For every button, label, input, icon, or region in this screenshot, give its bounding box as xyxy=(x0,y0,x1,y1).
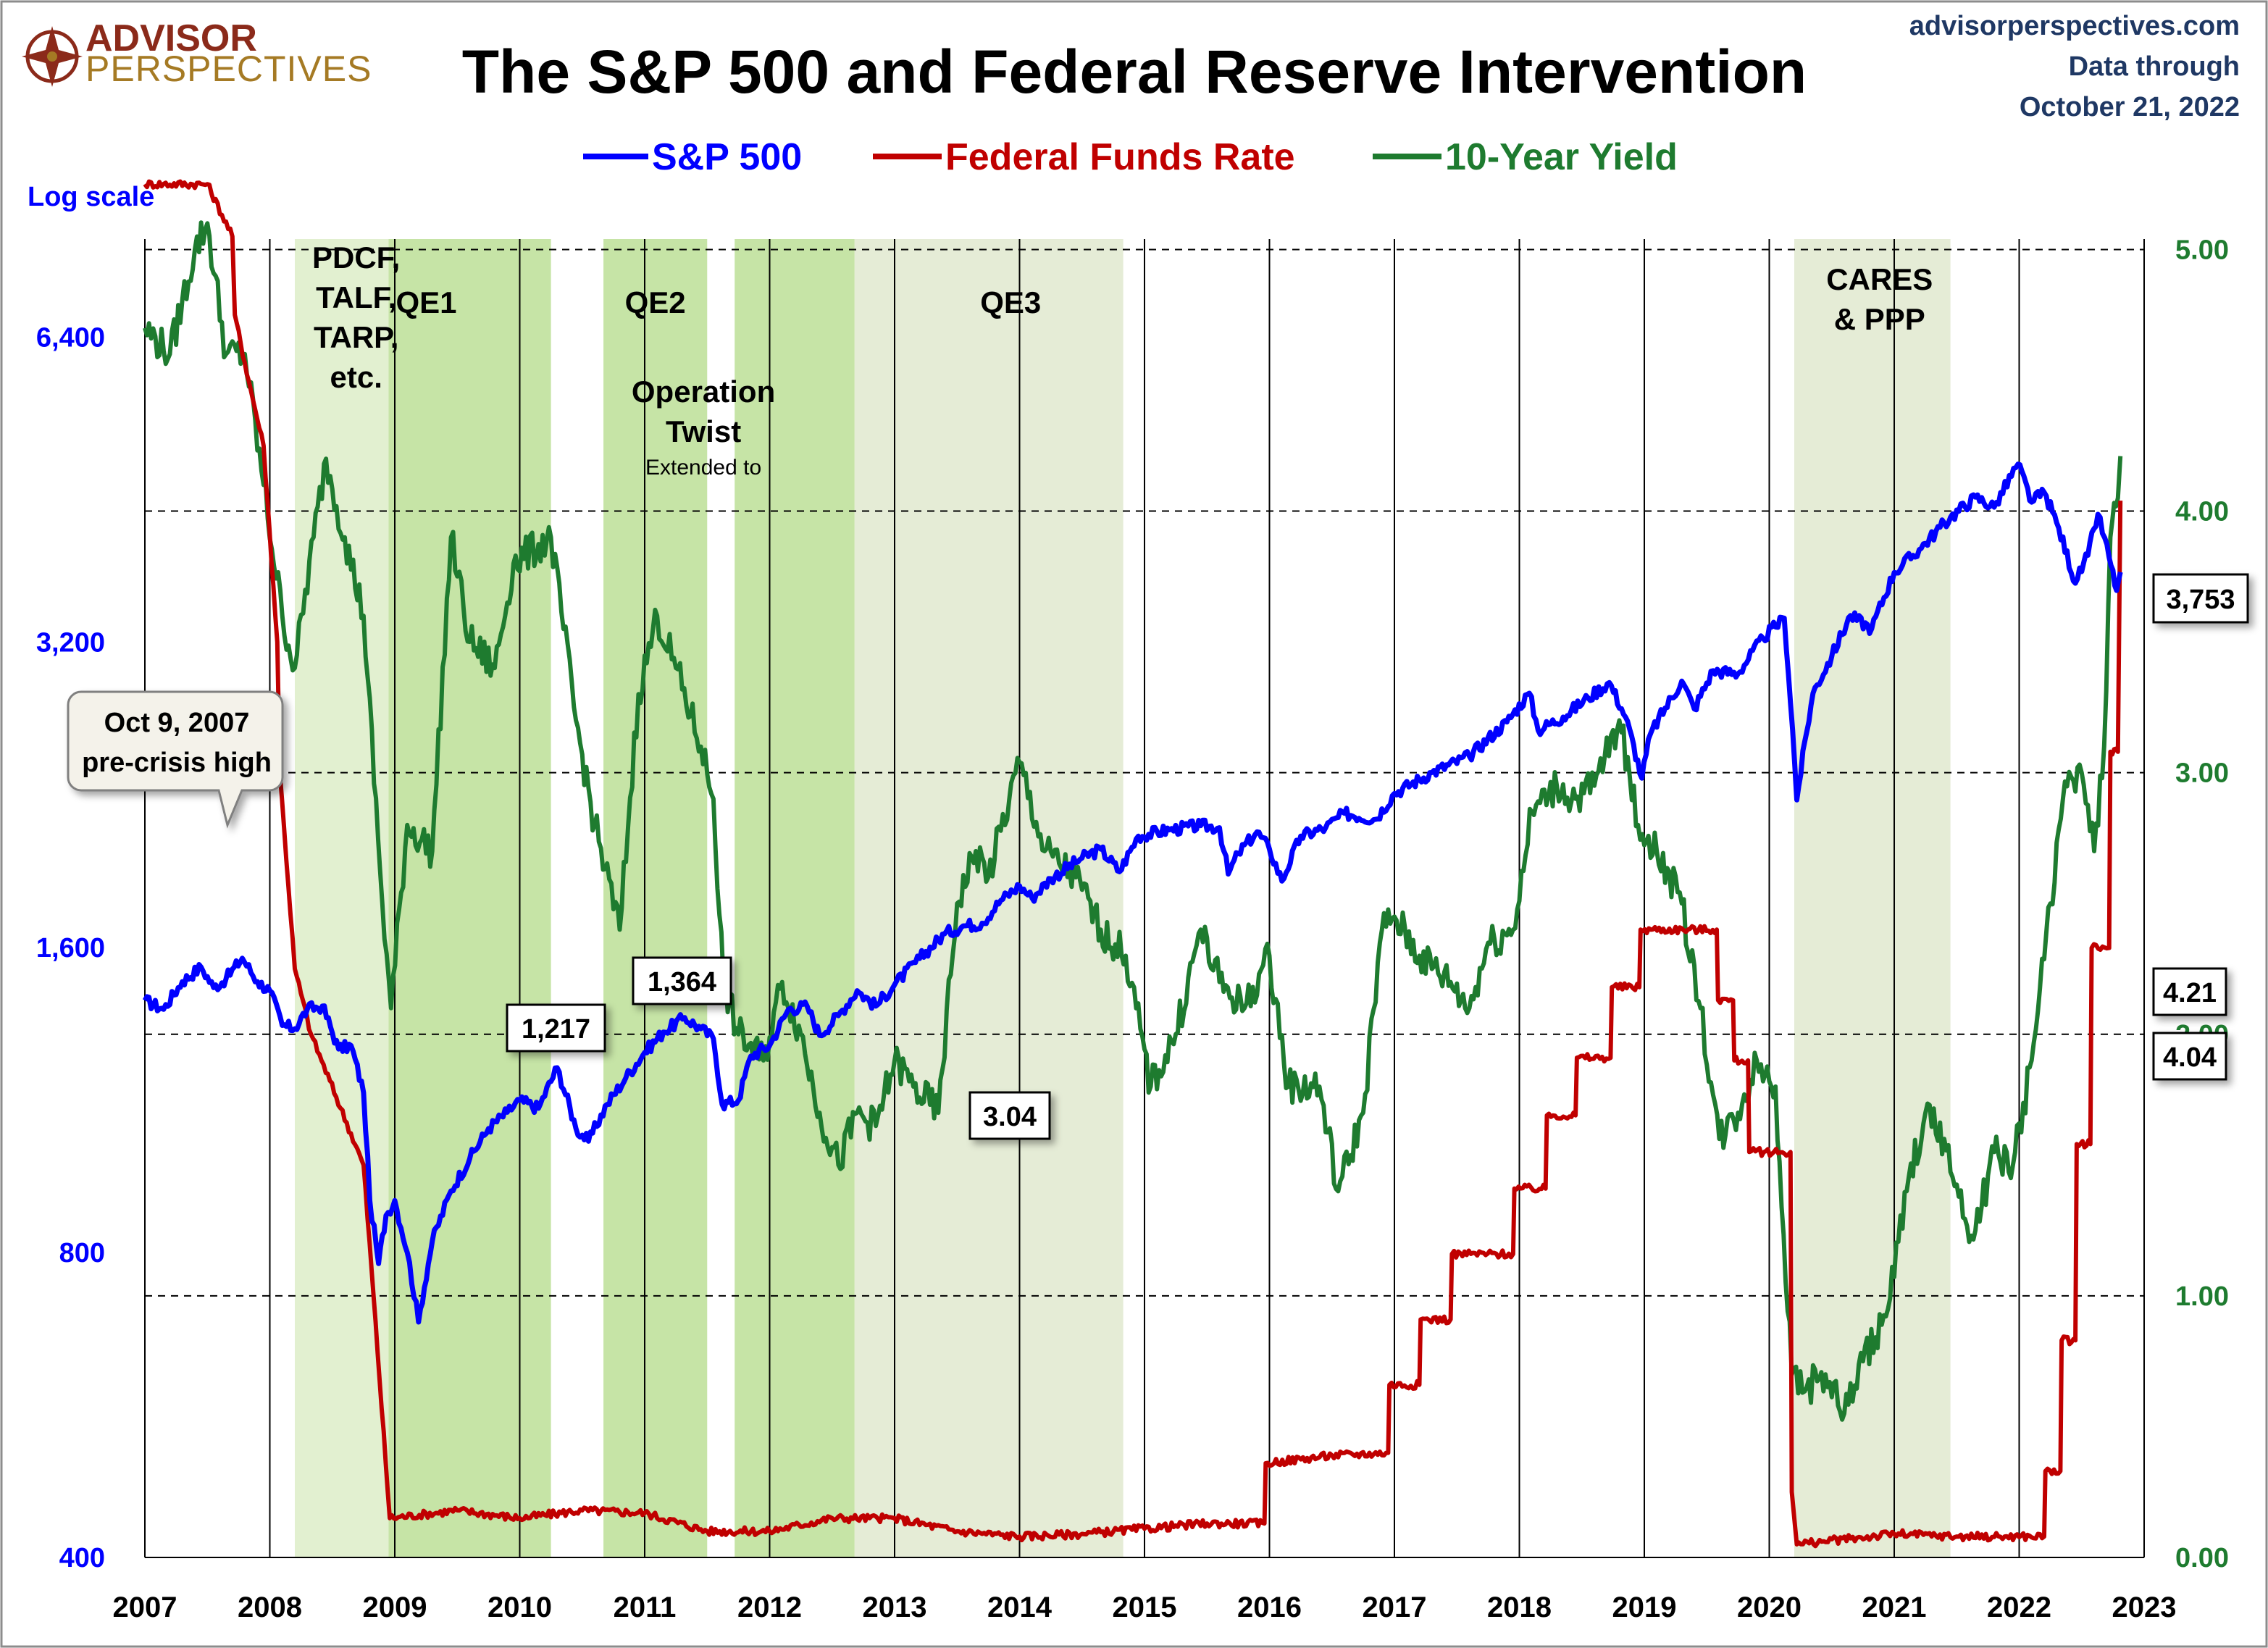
series-line-s-p-500 xyxy=(142,461,2123,1325)
band-5 xyxy=(1794,239,1951,1557)
band-label-0-0: PDCF, xyxy=(312,240,400,275)
balloon-line2: pre-crisis high xyxy=(82,748,272,778)
band-label-3-1: Twist xyxy=(666,414,741,448)
logo-line1: ADVISOR xyxy=(85,17,257,59)
log-scale-label: Log scale xyxy=(28,182,154,212)
annotation-box-2 xyxy=(968,1091,1051,1140)
band-label-1-0: QE1 xyxy=(396,285,456,319)
annotation-box-3 xyxy=(2152,573,2249,624)
band-label-2-0: QE2 xyxy=(625,285,686,319)
yield-gridlines xyxy=(145,248,2144,1297)
data-through-label: Data through xyxy=(2069,51,2240,82)
compass-icon xyxy=(22,26,83,87)
x-tick-2008: 2008 xyxy=(238,1591,302,1623)
band-labels: PDCF, TALF, TARP, etc. QE1 QE2 Operation Twist E… xyxy=(312,240,1933,480)
left-axis-ticks: 400 800 1,600 3,200 6,400 xyxy=(36,323,105,1573)
right-tick-3: 3.00 xyxy=(2175,758,2229,789)
annotation-label-1: 1,364 xyxy=(648,967,716,997)
x-tick-2021: 2021 xyxy=(1862,1591,1927,1623)
x-tick-2018: 2018 xyxy=(1487,1591,1552,1623)
right-tick-5: 5.00 xyxy=(2175,235,2229,265)
balloon-line1: Oct 9, 2007 xyxy=(104,708,250,738)
left-tick-400: 400 xyxy=(59,1543,105,1573)
band-label-0-1: TALF, xyxy=(316,280,396,314)
right-axis-ticks: 0.001.002.003.004.005.00 xyxy=(2175,235,2229,1573)
band-sublabel-3: Extended to xyxy=(645,456,761,480)
left-tick-6400: 6,400 xyxy=(36,323,105,354)
legend-label-0: S&P 500 xyxy=(652,136,802,178)
x-tick-2020: 2020 xyxy=(1737,1591,1802,1623)
x-tick-2022: 2022 xyxy=(1987,1591,2051,1623)
x-axis-ticks: 2007 2008 2009 2010 2011 2012 2013 2014 2015 2016… xyxy=(113,1591,2177,1623)
annotation-label-4: 4.21 xyxy=(2163,978,2217,1008)
year-gridlines xyxy=(144,239,2145,1558)
logo: ADVISOR PERSPECTIVES xyxy=(22,17,372,89)
data-through-date: October 21, 2022 xyxy=(2020,92,2240,122)
band-3 xyxy=(735,239,855,1557)
annotation-box-5 xyxy=(2152,1032,2227,1081)
right-tick-0: 0.00 xyxy=(2175,1543,2229,1573)
annotation-box-1 xyxy=(632,956,732,1005)
intervention-bands xyxy=(295,239,1951,1557)
series-line-federal-funds-rate xyxy=(143,179,2123,1549)
chart-title: The S&P 500 and Federal Reserve Interven… xyxy=(462,38,1807,106)
annotation-box-0 xyxy=(506,1003,606,1053)
x-tick-2009: 2009 xyxy=(363,1591,427,1623)
x-tick-2016: 2016 xyxy=(1237,1591,1302,1623)
annotation-label-5: 4.04 xyxy=(2163,1042,2217,1073)
band-label-4-0: QE3 xyxy=(980,285,1041,319)
right-tick-1: 1.00 xyxy=(2175,1281,2229,1312)
x-tick-2017: 2017 xyxy=(1363,1591,1427,1623)
band-label-0-2: TARP, xyxy=(314,320,398,354)
legend-label-1: Federal Funds Rate xyxy=(945,136,1295,178)
band-label-3-0: Operation xyxy=(632,375,775,409)
x-tick-2019: 2019 xyxy=(1612,1591,1677,1623)
x-tick-2007: 2007 xyxy=(113,1591,177,1623)
site-url: advisorperspectives.com xyxy=(1909,11,2240,41)
left-tick-800: 800 xyxy=(59,1238,105,1268)
band-1 xyxy=(388,239,551,1557)
legend: S&P 500 Federal Funds Rate 10-Year Yield xyxy=(583,136,1678,178)
annotation-label-2: 3.04 xyxy=(983,1102,1037,1132)
annotations: Oct 9, 2007 pre-crisis high 1,217 1,364 3.04… xyxy=(67,573,2249,1140)
logo-line2: PERSPECTIVES xyxy=(85,49,372,89)
annotation-label-3: 3,753 xyxy=(2166,585,2235,615)
x-tick-2012: 2012 xyxy=(737,1591,802,1623)
band-label-0-3: etc. xyxy=(330,360,382,394)
band-4 xyxy=(854,239,1123,1557)
annotation-box-4 xyxy=(2152,967,2227,1016)
x-tick-2010: 2010 xyxy=(488,1591,552,1623)
x-tick-2023: 2023 xyxy=(2112,1591,2177,1623)
legend-label-2: 10-Year Yield xyxy=(1445,136,1678,178)
band-label-5-1: & PPP xyxy=(1834,302,1925,336)
left-tick-3200: 3,200 xyxy=(36,628,105,658)
x-tick-2011: 2011 xyxy=(614,1591,677,1623)
left-tick-1600: 1,600 xyxy=(36,933,105,963)
callout-balloon xyxy=(67,690,284,829)
band-0 xyxy=(295,239,389,1557)
x-tick-2014: 2014 xyxy=(987,1591,1053,1623)
x-tick-2015: 2015 xyxy=(1113,1591,1177,1623)
right-tick-4: 4.00 xyxy=(2175,497,2229,527)
annotation-label-0: 1,217 xyxy=(522,1014,590,1045)
band-label-5-0: CARES xyxy=(1826,262,1933,296)
series-lines xyxy=(142,179,2123,1549)
x-tick-2013: 2013 xyxy=(863,1591,927,1623)
